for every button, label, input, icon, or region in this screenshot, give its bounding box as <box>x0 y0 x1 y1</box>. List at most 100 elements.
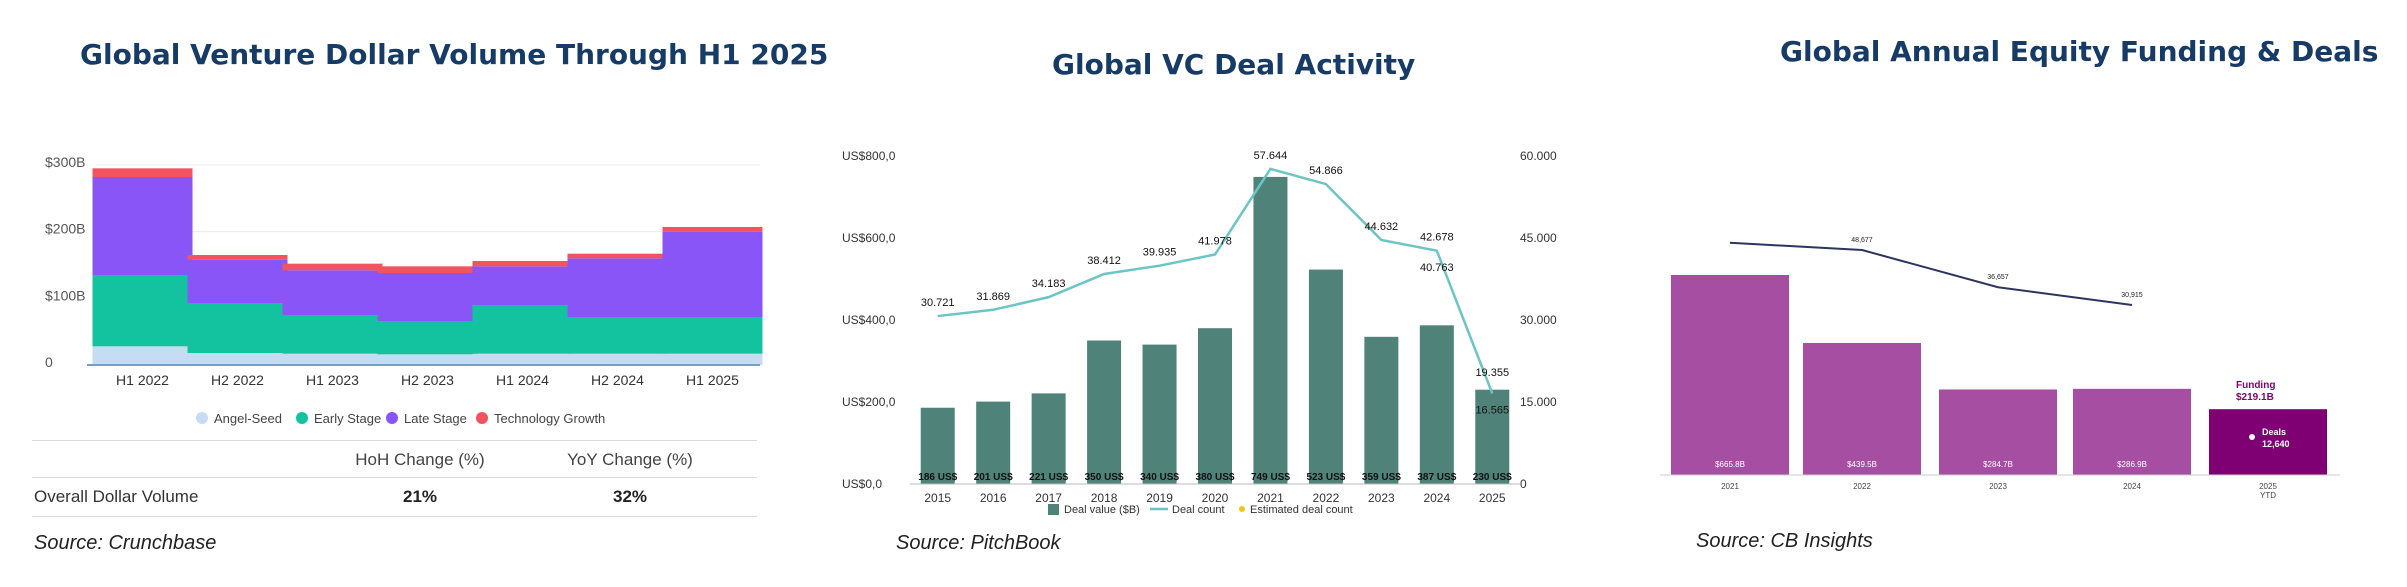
bar-value-label: 230 US$ <box>1473 472 1512 483</box>
bar <box>1142 344 1177 484</box>
bar-segment <box>282 353 383 365</box>
bar-segment <box>377 321 478 355</box>
bar <box>1308 269 1343 484</box>
legend-marker <box>1239 506 1245 512</box>
x-tick-label: H1 2023 <box>306 372 359 388</box>
bar-segment <box>282 270 383 315</box>
x-tick-label: H1 2024 <box>496 372 549 388</box>
bar-line-chart: US$0,0 US$200,0 US$400,0 US$600,0 US$800,0 0 1… <box>842 149 1557 516</box>
bar-segment <box>567 353 668 365</box>
x-tick-label: 2015 <box>924 491 951 505</box>
bar-value-label: 221 US$ <box>1029 472 1068 483</box>
callout-funding-label: Funding <box>2236 380 2275 391</box>
line-value-label: 38.412 <box>1087 255 1121 267</box>
line-value-label: 30,915 <box>2121 292 2143 299</box>
bar-segment <box>662 353 763 365</box>
bar-value-label: $439.5B <box>1847 460 1877 469</box>
y-left-tick-label: US$600,0 <box>842 231 896 245</box>
y-right-tick-label: 45.000 <box>1520 231 1557 245</box>
bar-segment <box>187 353 288 365</box>
bar-value-label: 380 US$ <box>1196 472 1235 483</box>
bar-value-label: 340 US$ <box>1140 472 1179 483</box>
y-tick-label: 0 <box>45 354 53 370</box>
y-tick-label: $100B <box>45 287 85 303</box>
panel-title: Global VC Deal Activity <box>1052 48 1416 81</box>
stacked-bar-chart: 0 $100B $200B $300B H1 2022 H2 2022 H1 2023 H2 … <box>45 154 763 426</box>
panel-title: Global Annual Equity Funding & Deals <box>1780 35 2379 68</box>
bar-value-label: 749 US$ <box>1251 472 1290 483</box>
line-value-label: 34.183 <box>1032 278 1066 290</box>
bar-segment <box>472 353 573 365</box>
x-tick-label: 2024 <box>2123 482 2141 491</box>
legend-label: Late Stage <box>404 411 467 426</box>
x-tick-label: 2017 <box>1035 491 1062 505</box>
source-note: Source: CB Insights <box>1696 530 1873 552</box>
bar <box>1087 340 1122 484</box>
bar-value-label: 387 US$ <box>1417 472 1456 483</box>
y-left-tick-label: US$200,0 <box>842 395 896 409</box>
bar-value-label: $286.9B <box>2117 460 2147 469</box>
bar-segment <box>662 231 763 317</box>
bar <box>2209 409 2327 475</box>
bar-segment <box>92 346 193 365</box>
legend-marker <box>476 412 488 424</box>
bar <box>1475 389 1510 484</box>
bar <box>1031 393 1066 484</box>
bar-value-label: 350 US$ <box>1085 472 1124 483</box>
y-left-tick-label: US$400,0 <box>842 313 896 327</box>
bar <box>1419 325 1454 484</box>
panel-equity-funding-deals: Global Annual Equity Funding & Deals $66… <box>1640 0 2407 587</box>
bar-segment <box>187 303 288 353</box>
legend-label: Angel-Seed <box>214 411 282 426</box>
panel-venture-dollar-volume: Global Venture Dollar Volume Through H1 … <box>0 0 828 587</box>
line-value-label: 30.721 <box>921 297 955 309</box>
bar-value-label: 201 US$ <box>974 472 1013 483</box>
bar-segment <box>282 315 383 354</box>
legend-label: Deal count <box>1172 504 1225 516</box>
table-header-hoh: HoH Change (%) <box>355 450 485 469</box>
x-tick-label: H2 2023 <box>401 372 454 388</box>
bar-value-label: $665.8B <box>1715 460 1745 469</box>
bar <box>2073 388 2191 475</box>
y-right-tick-label: 15.000 <box>1520 395 1557 409</box>
y-tick-label: $300B <box>45 154 85 170</box>
line-value-label: 31.869 <box>976 291 1010 303</box>
panel-title: Global Venture Dollar Volume Through H1 … <box>80 38 829 71</box>
bar-segment <box>377 266 478 273</box>
x-tick-label: 2019 <box>1146 491 1173 505</box>
callout-funding-value: $219.1B <box>2236 392 2274 403</box>
line-value-label: 41.978 <box>1198 236 1232 248</box>
bar-segment <box>187 255 288 260</box>
y-right-tick-label: 60.000 <box>1520 149 1557 163</box>
bar-segment <box>472 266 573 305</box>
x-tick-label: H1 2025 <box>686 372 739 388</box>
line-value-label: 39.935 <box>1143 247 1177 259</box>
line-value-label: 16.565 <box>1475 404 1509 416</box>
x-tick-label: H1 2022 <box>116 372 169 388</box>
bar-value-label: 359 US$ <box>1362 472 1401 483</box>
legend-label: Early Stage <box>314 411 381 426</box>
bar-segment <box>187 259 288 303</box>
bar-value-label: $284.7B <box>1983 460 2013 469</box>
table-header-yoy: YoY Change (%) <box>567 450 693 469</box>
table-value-hoh: 21% <box>402 487 438 506</box>
callout-deals-marker <box>2249 434 2255 440</box>
bar <box>920 407 955 484</box>
source-note: Source: Crunchbase <box>34 532 217 554</box>
funding-deals-chart: $665.8B 2021 $439.5B 2022 $284.7B 2023 $286.9B… <box>1660 237 2340 500</box>
bar <box>1803 342 1921 475</box>
callout-deals-value: 12,640 <box>2262 439 2290 449</box>
legend-label: Deal value ($B) <box>1064 504 1140 516</box>
y-right-tick-label: 0 <box>1520 477 1527 491</box>
line-value-label: 54.866 <box>1309 165 1343 177</box>
estimated-value-label: 19.355 <box>1475 367 1509 379</box>
bar-segment <box>92 275 193 347</box>
panel-vc-deal-activity: Global VC Deal Activity US$0,0 US$200,0 US… <box>820 0 1580 587</box>
line-value-label: 57.644 <box>1254 150 1288 162</box>
x-tick-label: 2022 <box>1853 482 1871 491</box>
line-value-label: 44.632 <box>1365 221 1399 233</box>
x-tick-label: 2016 <box>980 491 1007 505</box>
x-tick-label: H2 2022 <box>211 372 264 388</box>
bar <box>1671 275 1789 475</box>
legend-marker <box>1048 504 1059 515</box>
